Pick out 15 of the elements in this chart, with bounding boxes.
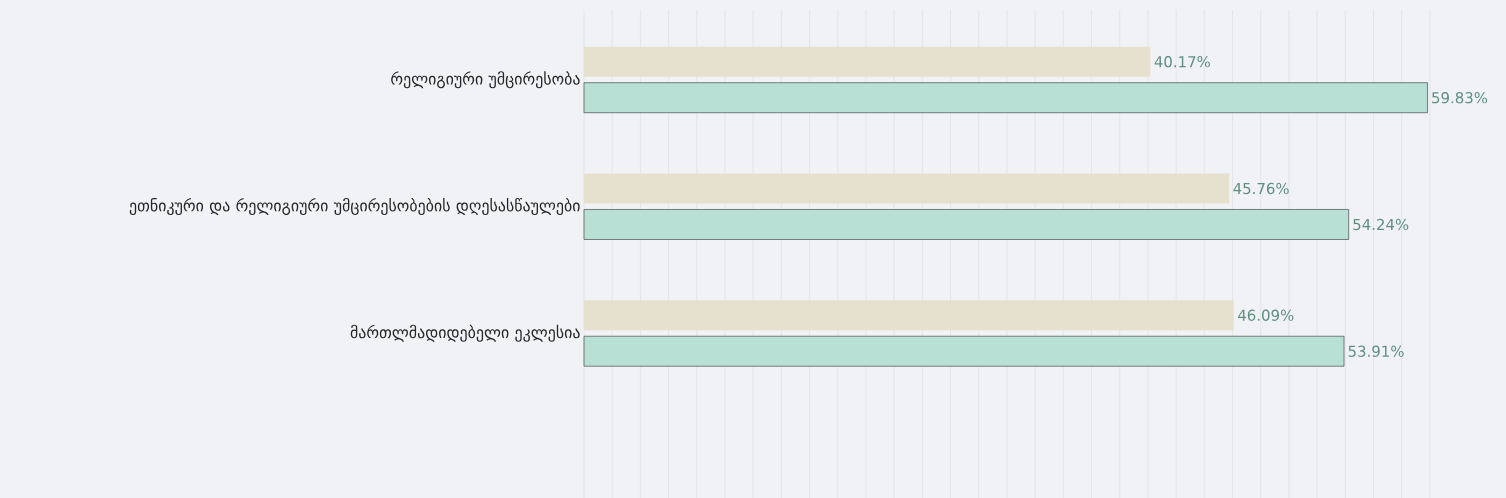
bar: [583, 335, 1345, 367]
data-label: 40.17%: [1154, 56, 1210, 68]
y-tick-label: რელიგიური უმცირესობა: [391, 71, 580, 89]
y-tick-label: ეთნიკური და რელიგიური უმცირესობების დღესასწაულები: [129, 197, 580, 216]
y-tick-label: მართლმადიდებელი ეკლესია: [350, 324, 580, 342]
data-label: 53.91%: [1348, 345, 1404, 357]
bar: [584, 46, 1151, 77]
data-label: 54.24%: [1353, 218, 1409, 231]
bar: [584, 300, 1234, 331]
bar: [583, 82, 1428, 114]
data-label: 45.76%: [1233, 182, 1289, 195]
data-label: 59.83%: [1432, 92, 1488, 104]
bar: [583, 209, 1349, 240]
bar: [584, 173, 1230, 204]
data-label: 46.09%: [1238, 309, 1294, 321]
